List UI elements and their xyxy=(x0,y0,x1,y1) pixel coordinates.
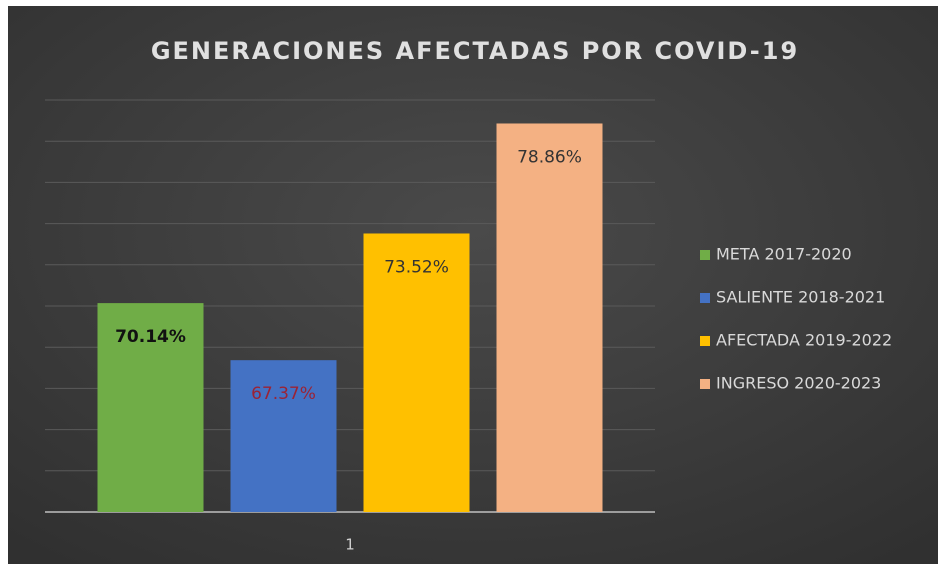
bar xyxy=(230,360,337,512)
data-label: 70.14% xyxy=(115,327,186,347)
data-label: 67.37% xyxy=(251,384,316,404)
data-label: 73.52% xyxy=(384,257,449,277)
data-label: 78.86% xyxy=(517,147,582,167)
bar xyxy=(97,303,204,512)
bar xyxy=(363,233,470,512)
x-tick-label: 1 xyxy=(345,536,355,554)
legend-label: INGRESO 2020-2023 xyxy=(716,374,881,393)
legend-label: SALIENTE 2018-2021 xyxy=(716,288,885,307)
chart-title: GENERACIONES AFECTADAS POR COVID-19 xyxy=(151,37,799,65)
legend-swatch xyxy=(700,250,710,260)
bar xyxy=(496,123,603,512)
legend-swatch xyxy=(700,336,710,346)
legend-label: AFECTADA 2019-2022 xyxy=(716,331,892,350)
legend-label: META 2017-2020 xyxy=(716,245,852,264)
legend-swatch xyxy=(700,293,710,303)
legend-swatch xyxy=(700,379,710,389)
